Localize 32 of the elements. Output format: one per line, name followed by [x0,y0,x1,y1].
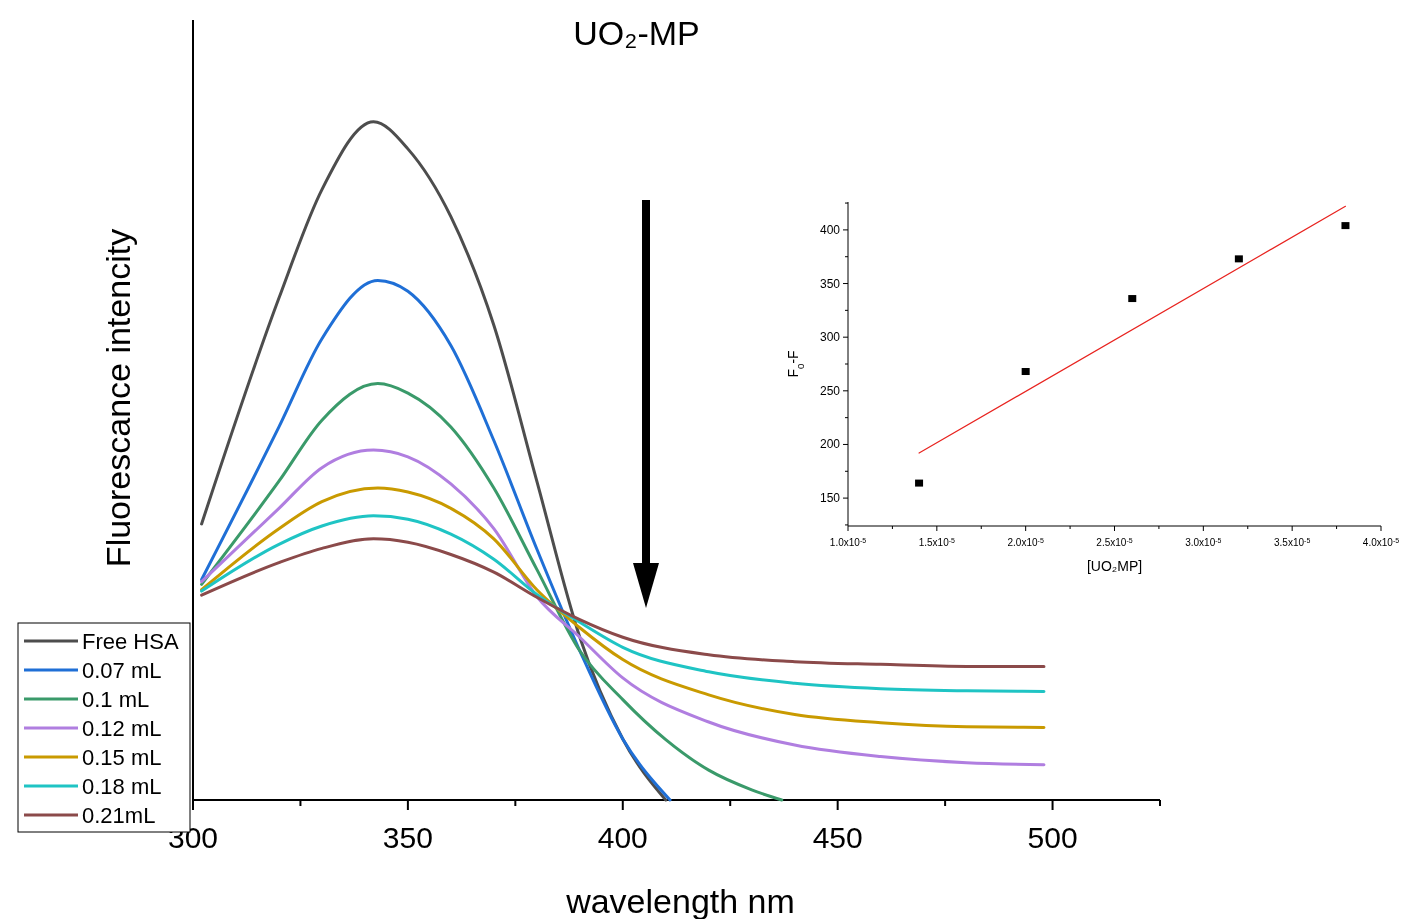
legend-label: 0.07 mL [82,658,162,683]
x-tick-label: 3.5x10$^{-5}$ [1274,536,1311,548]
y-tick-label: 300 [819,330,841,345]
x-tick-label: 400 [597,821,648,854]
y-tick-label: 200 [819,437,841,452]
legend-label: 0.21mL [82,803,156,828]
point [1341,222,1350,230]
chart-title: UO₂-MP [573,14,700,52]
x-tick-label: 4.0x10$^{-5}$ [1362,536,1400,548]
x-tick-label: 2.0x10$^{-5}$ [1007,536,1044,548]
x-tick-label: 2.5x10$^{-5}$ [1096,536,1133,548]
x-tick-label: 500 [1027,821,1078,854]
legend-label: 0.18 mL [82,774,162,799]
x-tick-label: 1.0x10$^{-5}$ [829,536,867,548]
point [1128,295,1137,303]
x-tick-label: 1.5x10$^{-5}$ [918,536,956,548]
x-tick-label: 3.0x10$^{-5}$ [1185,536,1222,548]
legend-label: 0.12 mL [82,716,162,741]
point [1234,255,1243,263]
x-axis-title: [UO₂MP] [1086,558,1143,574]
point [915,479,924,487]
legend-label: Free HSA [82,629,179,654]
y-axis-title: Fluorescance intencity [99,228,137,568]
point [1021,368,1030,376]
y-tick-label: 150 [819,491,841,506]
x-tick-label: 350 [382,821,433,854]
y-tick-label: 350 [819,276,841,291]
legend-label: 0.1 mL [82,687,150,712]
y-tick-label: 400 [819,222,841,237]
x-tick-label: 450 [812,821,863,854]
legend-label: 0.15 mL [82,745,162,770]
y-tick-label: 250 [819,383,841,398]
